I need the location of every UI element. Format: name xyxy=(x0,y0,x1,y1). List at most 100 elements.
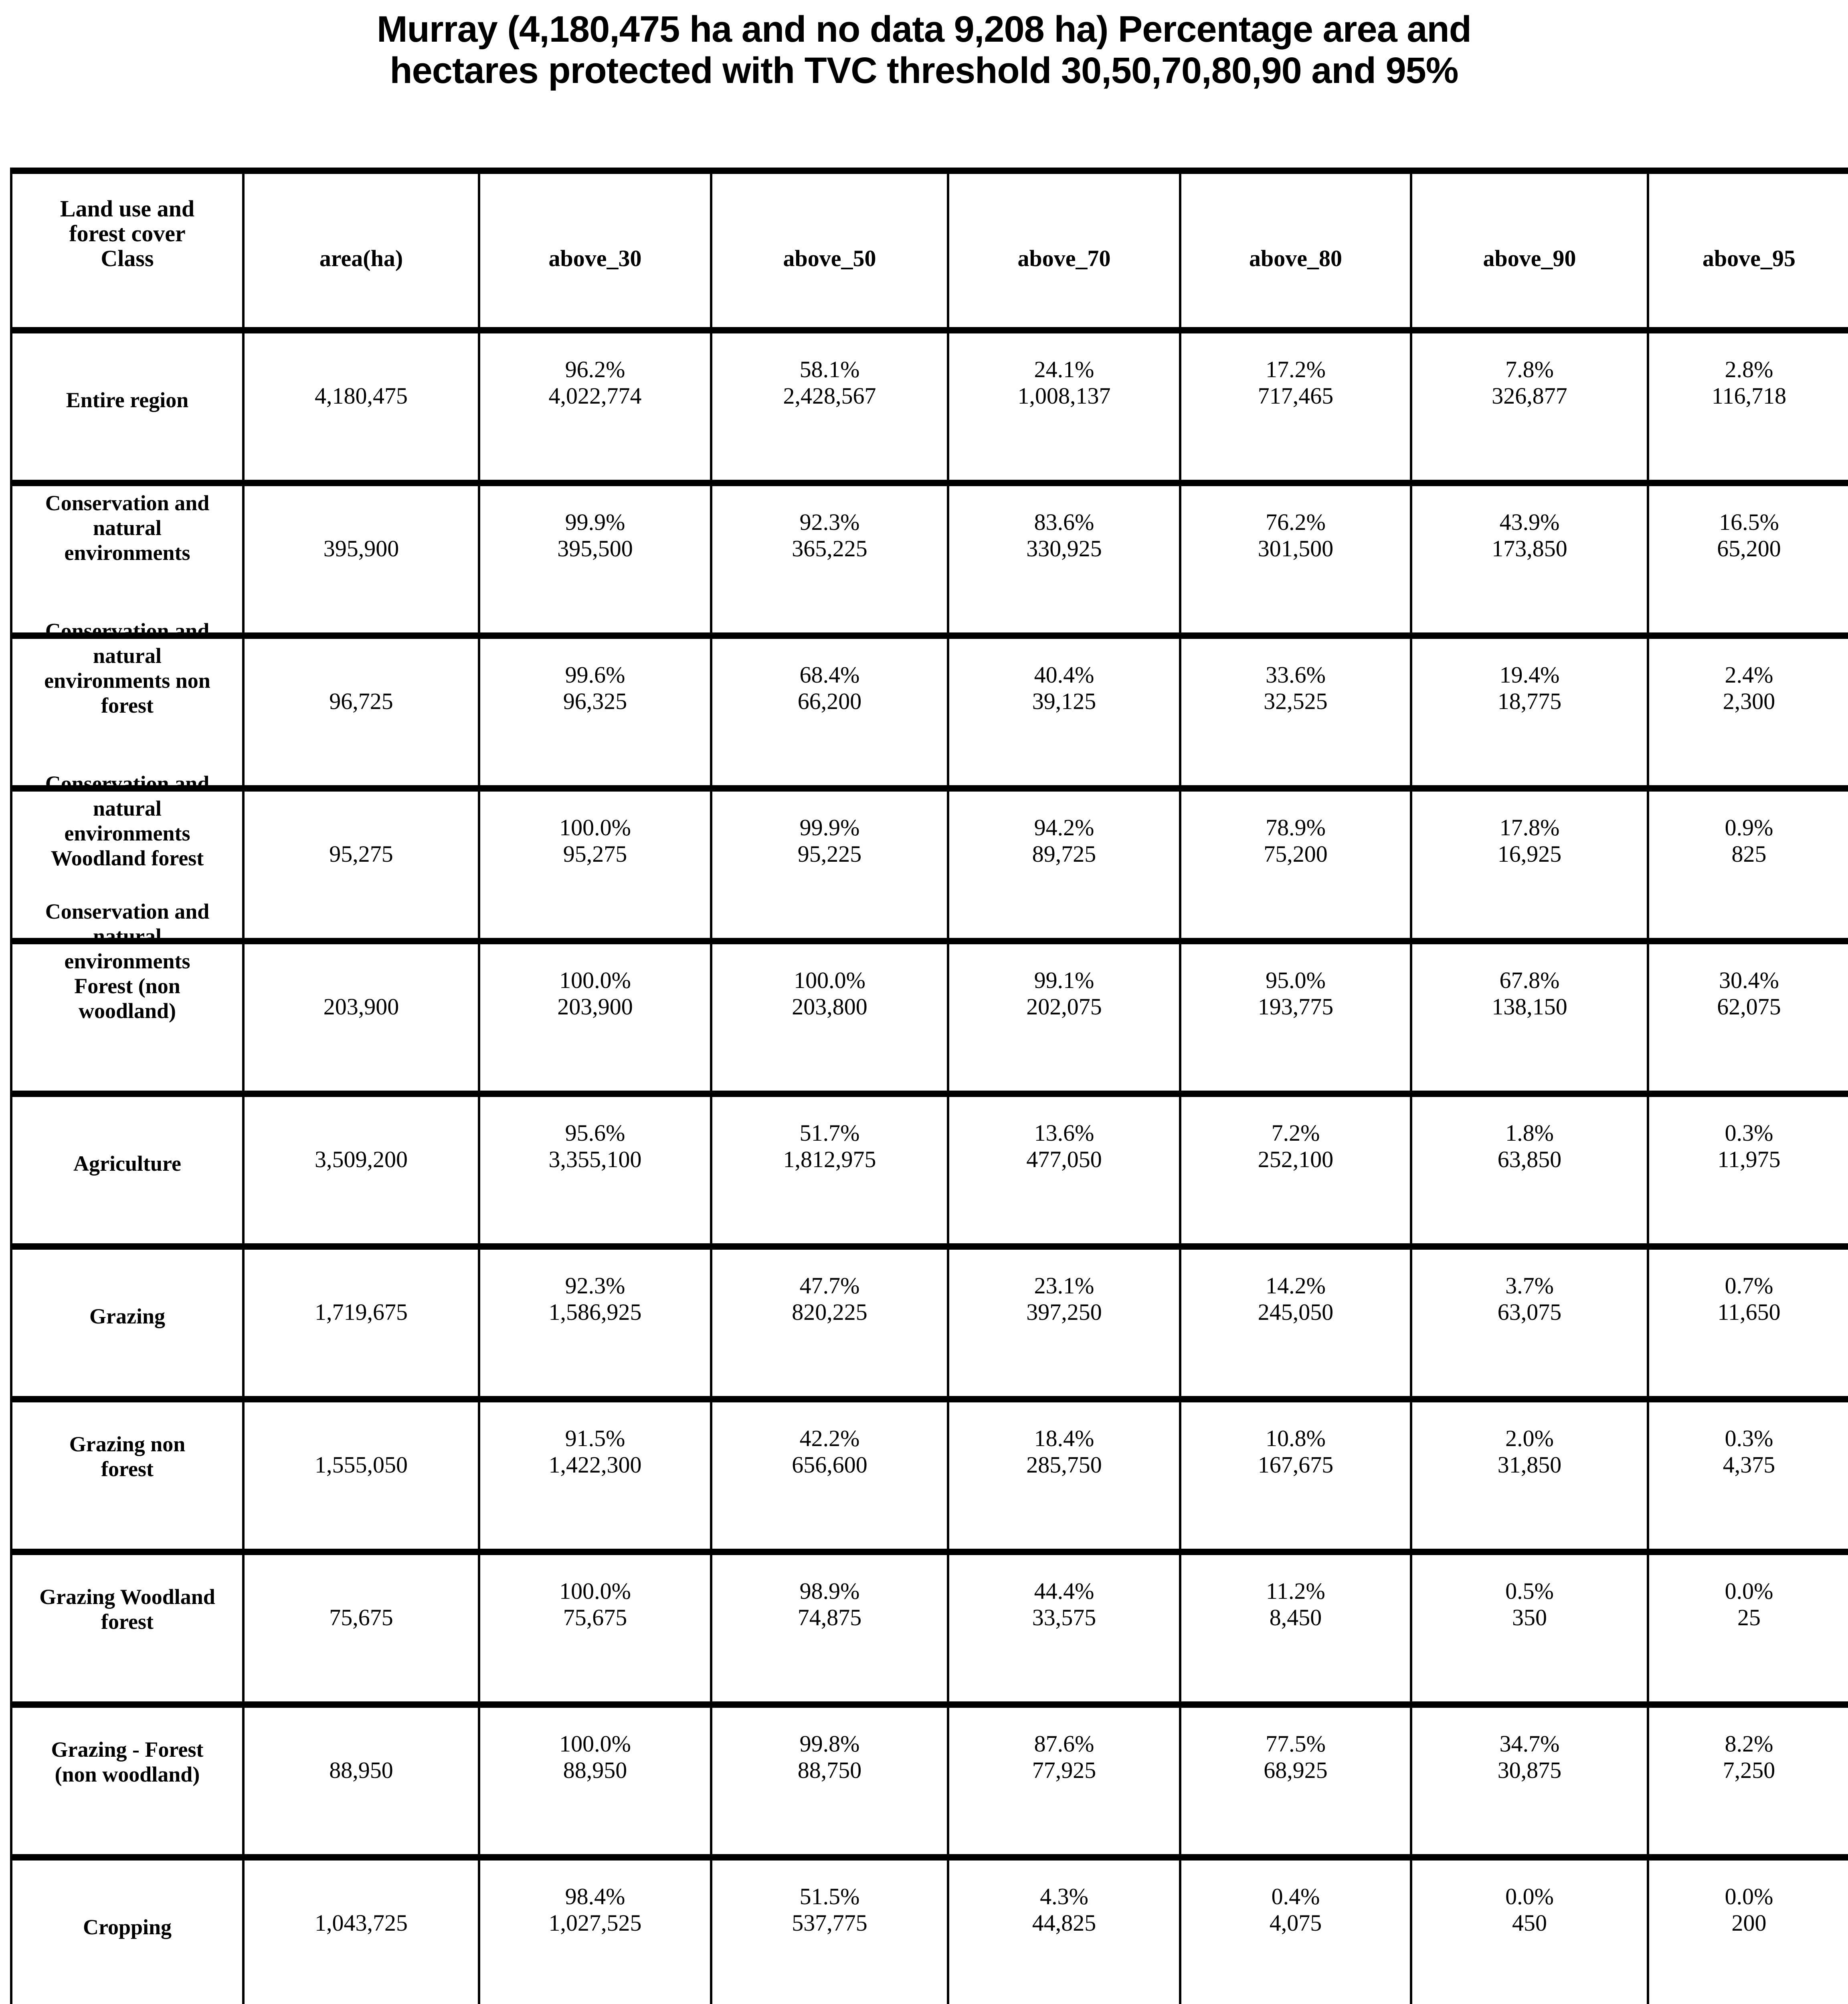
text-line: 4,075 xyxy=(1269,1910,1322,1936)
area-text: 96,725 xyxy=(246,688,476,715)
area-text: 88,950 xyxy=(246,1757,476,1784)
pct-cell: 94.2% 89,725 xyxy=(947,785,1179,938)
pct-text: 100.0% 203,900 xyxy=(482,967,708,1020)
pct-cell: 14.2% 245,050 xyxy=(1179,1243,1410,1396)
page-title-line2: hectares protected with TVC threshold 30… xyxy=(390,50,1458,91)
text-line: 34.7% xyxy=(1499,1731,1560,1757)
text-line: 1,555,050 xyxy=(315,1452,408,1478)
pct-cell: 3.7% 63,075 xyxy=(1410,1243,1647,1396)
text-line: 326,877 xyxy=(1492,383,1567,409)
pct-text: 17.8% 16,925 xyxy=(1414,814,1645,867)
text-line: 17.2% xyxy=(1266,356,1326,382)
text-line: 167,675 xyxy=(1258,1452,1334,1478)
text-line: 477,050 xyxy=(1026,1146,1102,1172)
header-cell-2: above_30 xyxy=(478,174,710,327)
pct-text: 51.5% 537,775 xyxy=(714,1883,945,1936)
pct-text: 99.6% 96,325 xyxy=(482,662,708,715)
label-text: Grazing Woodland forest xyxy=(14,1584,241,1634)
text-line: 92.3% xyxy=(565,1273,625,1299)
text-line: 68,925 xyxy=(1264,1757,1328,1783)
pct-cell: 18.4% 285,750 xyxy=(947,1396,1179,1549)
pct-text: 2.0% 31,850 xyxy=(1414,1425,1645,1478)
pct-text: 2.8% 116,718 xyxy=(1651,356,1847,409)
area-text: 4,180,475 xyxy=(246,383,476,409)
area-text: 3,509,200 xyxy=(246,1146,476,1173)
text-line: 0.0% xyxy=(1725,1883,1773,1909)
text-line: 3.7% xyxy=(1505,1273,1554,1299)
text-line: 202,075 xyxy=(1026,994,1102,1020)
text-line: 1.8% xyxy=(1505,1120,1554,1146)
pct-text: 7.8% 326,877 xyxy=(1414,356,1645,409)
text-line: 99.9% xyxy=(799,814,860,840)
pct-text: 4.3% 44,825 xyxy=(951,1883,1177,1936)
pct-cell: 67.8% 138,150 xyxy=(1410,938,1647,1091)
text-line: 2,428,567 xyxy=(783,383,876,409)
area-cell: 75,675 xyxy=(242,1549,478,1701)
text-line: 95.6% xyxy=(565,1120,625,1146)
text-line: 33,575 xyxy=(1032,1604,1096,1630)
pct-cell: 0.0% 25 xyxy=(1647,1549,1848,1701)
label-text: Conservation and natural environments Fores… xyxy=(14,899,241,1023)
pct-text: 0.3% 4,375 xyxy=(1651,1425,1847,1478)
text-line: 820,225 xyxy=(792,1299,867,1325)
row-label: Conservation and natural environments non f… xyxy=(12,619,242,785)
row-label: Grazing Woodland forest xyxy=(12,1549,242,1701)
text-line: 88,950 xyxy=(329,1757,393,1783)
text-line: Land use and xyxy=(60,196,195,222)
text-line: 96.2% xyxy=(565,356,625,382)
pct-cell: 92.3% 1,586,925 xyxy=(478,1243,710,1396)
row-label: Conservation and natural environments Fores… xyxy=(12,899,242,1091)
pct-cell: 40.4% 39,125 xyxy=(947,632,1179,785)
text-line: 75,200 xyxy=(1264,841,1328,867)
header-text: Land use and forest cover Class xyxy=(14,196,241,271)
text-line: 98.4% xyxy=(565,1883,625,1909)
area-cell: 88,950 xyxy=(242,1701,478,1854)
text-line: 99.8% xyxy=(799,1731,860,1757)
text-line: 4.3% xyxy=(1040,1883,1088,1909)
pct-cell: 100.0% 75,675 xyxy=(478,1549,710,1701)
pct-cell: 17.8% 16,925 xyxy=(1410,785,1647,938)
text-line: 537,775 xyxy=(792,1910,867,1936)
pct-text: 91.5% 1,422,300 xyxy=(482,1425,708,1478)
pct-cell: 58.1% 2,428,567 xyxy=(710,327,947,480)
text-line: 96,325 xyxy=(563,688,627,714)
pct-text: 17.2% 717,465 xyxy=(1183,356,1408,409)
text-line: 65,200 xyxy=(1717,535,1781,562)
area-cell: 1,555,050 xyxy=(242,1396,478,1549)
pct-text: 95.6% 3,355,100 xyxy=(482,1120,708,1173)
text-line: 350 xyxy=(1512,1604,1547,1630)
pct-cell: 0.0% 450 xyxy=(1410,1854,1647,2004)
pct-text: 2.4% 2,300 xyxy=(1651,662,1847,715)
header-text: above_70 xyxy=(951,246,1177,271)
text-line: forest xyxy=(101,1610,154,1634)
text-line: 1,719,675 xyxy=(315,1299,408,1325)
text-line: 100.0% xyxy=(559,967,631,993)
header-cell-6: above_90 xyxy=(1410,174,1647,327)
pct-text: 78.9% 75,200 xyxy=(1183,814,1408,867)
pct-cell: 77.5% 68,925 xyxy=(1179,1701,1410,1854)
text-line: above_70 xyxy=(1017,245,1111,271)
text-line: 96,725 xyxy=(329,688,393,714)
pct-cell: 33.6% 32,525 xyxy=(1179,632,1410,785)
text-line: environments xyxy=(64,541,190,565)
text-line: 44,825 xyxy=(1032,1910,1096,1936)
text-line: 14.2% xyxy=(1266,1273,1326,1299)
text-line: 91.5% xyxy=(565,1425,625,1451)
text-line: above_90 xyxy=(1483,245,1576,271)
text-line: 77.5% xyxy=(1266,1731,1326,1757)
label-text: Conservation and natural environments xyxy=(14,491,241,565)
text-line: 245,050 xyxy=(1258,1299,1334,1325)
pct-cell: 4.3% 44,825 xyxy=(947,1854,1179,2004)
pct-text: 68.4% 66,200 xyxy=(714,662,945,715)
pct-text: 47.7% 820,225 xyxy=(714,1273,945,1325)
text-line: 4,180,475 xyxy=(315,383,408,409)
pct-text: 98.9% 74,875 xyxy=(714,1578,945,1631)
pct-text: 14.2% 245,050 xyxy=(1183,1273,1408,1325)
text-line: Cropping xyxy=(83,1915,172,1939)
text-line: 25 xyxy=(1737,1604,1761,1630)
text-line: 397,250 xyxy=(1026,1299,1102,1325)
pct-text: 24.1% 1,008,137 xyxy=(951,356,1177,409)
pct-cell: 19.4% 18,775 xyxy=(1410,632,1647,785)
text-line: 0.0% xyxy=(1505,1883,1554,1909)
pct-text: 42.2% 656,600 xyxy=(714,1425,945,1478)
